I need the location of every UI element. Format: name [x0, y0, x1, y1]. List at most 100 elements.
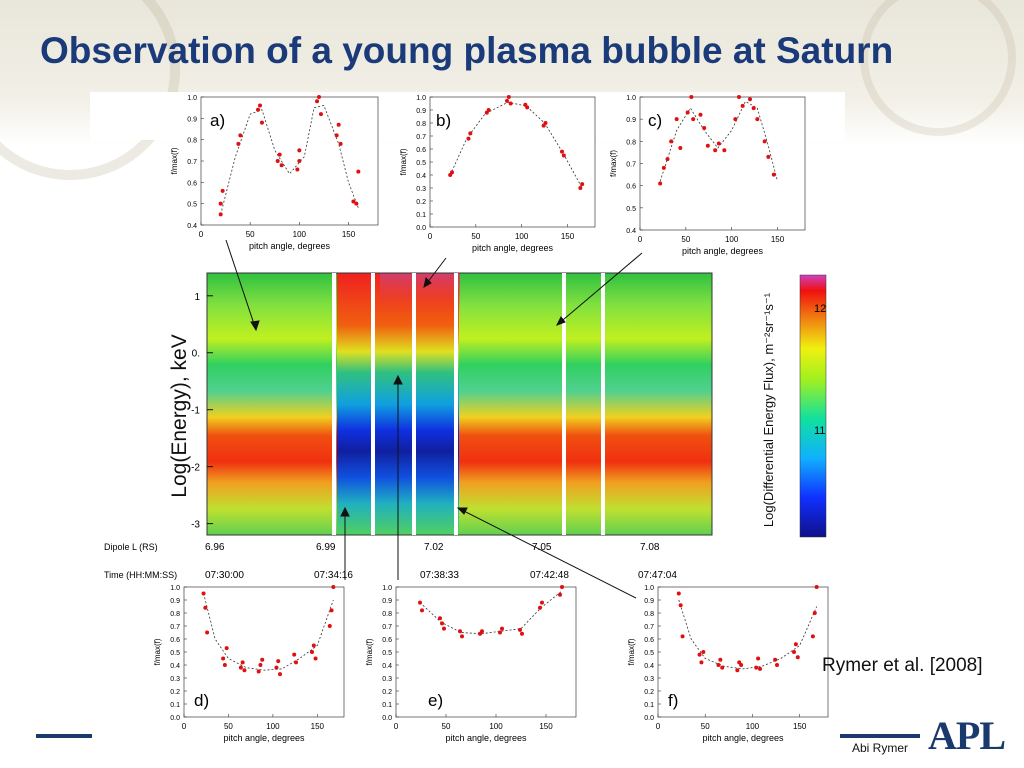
panel-data-point [506, 95, 511, 99]
panel-xlabel: pitch angle, degrees [249, 241, 331, 251]
panel-data-point [334, 133, 339, 138]
panel-ytick-label: 0.9 [644, 598, 654, 605]
seal-watermark [0, 0, 180, 180]
panel-ytick-label: 1.0 [626, 95, 636, 102]
arrowhead-e [393, 374, 403, 385]
colorbar-tick: 11 [814, 425, 825, 437]
panel-data-point [218, 201, 223, 206]
panel-ytick-label: 0.9 [382, 598, 392, 605]
panel-data-point [311, 643, 316, 648]
axis-row-label: Dipole L (RS) [104, 542, 158, 552]
panel-data-point [699, 660, 704, 665]
panel-ytick-label: 0.6 [170, 637, 180, 644]
panel-data-point [259, 120, 264, 125]
panel-ylabel: f/max(f) [399, 148, 408, 175]
panel-ytick-label: 0.0 [644, 715, 654, 722]
panel-data-point [702, 126, 707, 131]
panel-xlabel: pitch angle, degrees [472, 243, 554, 253]
panel-data-point [810, 634, 815, 639]
panel-data-point [560, 149, 564, 154]
bubble-high-energy-cap [380, 273, 460, 313]
panel-data-point [329, 608, 334, 613]
panel-data-point [508, 101, 513, 106]
panel-data-point [201, 591, 206, 596]
panel-ytick-label: 0.2 [644, 689, 654, 696]
panel-xtick-label: 100 [293, 230, 307, 239]
panel-data-point [468, 131, 473, 136]
panel-data-point [762, 139, 767, 144]
panel-data-point [297, 148, 302, 153]
panel-ytick-label: 0.9 [187, 116, 197, 123]
arrow-c [556, 252, 643, 326]
panel-ytick-label: 0.8 [170, 611, 180, 618]
arrowhead-c [555, 316, 566, 326]
panel-xtick-label: 100 [515, 232, 529, 241]
panel-ytick-label: 0.4 [382, 663, 392, 670]
panel-ytick-label: 0.1 [382, 702, 392, 709]
panel-ytick-label: 1.0 [416, 95, 426, 102]
panel-ytick-label: 0.5 [187, 202, 197, 209]
arrowhead-f [456, 507, 468, 515]
panel-xtick-label: 0 [182, 722, 187, 731]
spectrogram-ylabel: Log(Energy), keV [168, 334, 191, 497]
axis-row-tick: 7.02 [424, 542, 444, 553]
panel-ytick-label: 0.5 [644, 650, 654, 657]
panel-data-point [518, 627, 522, 632]
panel-ylabel: f/max(f) [627, 638, 636, 665]
panel-data-point [205, 630, 210, 635]
panel-label: b) [436, 111, 451, 130]
panel-data-point [256, 669, 261, 674]
panel-ytick-label: 0.2 [170, 689, 180, 696]
axis-row-tick: 07:38:33 [420, 570, 459, 581]
panel-data-point [418, 600, 422, 605]
panel-xtick-label: 150 [311, 722, 325, 731]
panel-ytick-label: 0.3 [382, 676, 392, 683]
panel-data-point [236, 141, 241, 146]
axis-row-tick: 07:30:00 [205, 570, 244, 581]
panel-data-point [221, 656, 226, 661]
panel-ytick-label: 0.9 [416, 108, 426, 115]
panel-ytick-label: 0.7 [382, 624, 392, 631]
panel-fit-curve [419, 590, 563, 635]
panel-data-point [658, 181, 663, 186]
panel-data-point [775, 663, 779, 667]
panel-data-point [278, 672, 282, 677]
panel-frame [429, 96, 596, 228]
panel-xtick-label: 50 [246, 230, 255, 239]
panel-data-point [224, 646, 229, 651]
panel-data-point [218, 212, 223, 217]
panel-data-point [260, 657, 265, 662]
panel-ytick-label: 0.1 [170, 702, 180, 709]
panel-xlabel: pitch angle, degrees [223, 733, 305, 743]
panel-data-point [220, 188, 225, 193]
panel-ytick-label: 0.4 [187, 223, 197, 230]
panel-data-point [678, 145, 683, 150]
author-name: Abi Rymer [852, 741, 909, 755]
panel-ytick-label: 0.8 [644, 611, 654, 618]
panel-data-point [276, 659, 281, 664]
panel-data-point [275, 159, 280, 163]
panel-ylabel: f/max(f) [153, 638, 162, 665]
panel-ytick-label: 0.1 [644, 702, 654, 709]
panel-data-point [661, 165, 666, 170]
arrowhead-d [340, 506, 350, 517]
panel-data-point [665, 157, 670, 162]
panel-data-point [240, 660, 245, 665]
pitch-angle-panel-f: 0.0 0.1 0.2 0.3 0.4 0.5 0.6 0.7 0.8 0.9 1.0 0 50 100 1… [627, 585, 829, 743]
spectrogram-ytick-label: -2 [191, 463, 200, 474]
panel-xlabel: pitch angle, degrees [445, 733, 527, 743]
spectrogram-ytick-label: -3 [191, 520, 200, 531]
axis-row-tick: 7.05 [532, 542, 552, 553]
panel-data-point [756, 656, 761, 661]
panel-label: a) [210, 111, 225, 130]
panel-xtick-label: 100 [746, 722, 760, 731]
panel-data-point [500, 626, 504, 631]
panel-data-point [258, 103, 262, 108]
panel-data-point [442, 626, 446, 631]
panel-ylabel: f/max(f) [365, 638, 374, 665]
panel-ytick-label: 0.5 [626, 206, 636, 213]
panel-label: c) [648, 111, 662, 130]
footer-rule-left [36, 734, 92, 738]
panel-data-point [317, 95, 321, 99]
panel-data-point [203, 605, 208, 610]
